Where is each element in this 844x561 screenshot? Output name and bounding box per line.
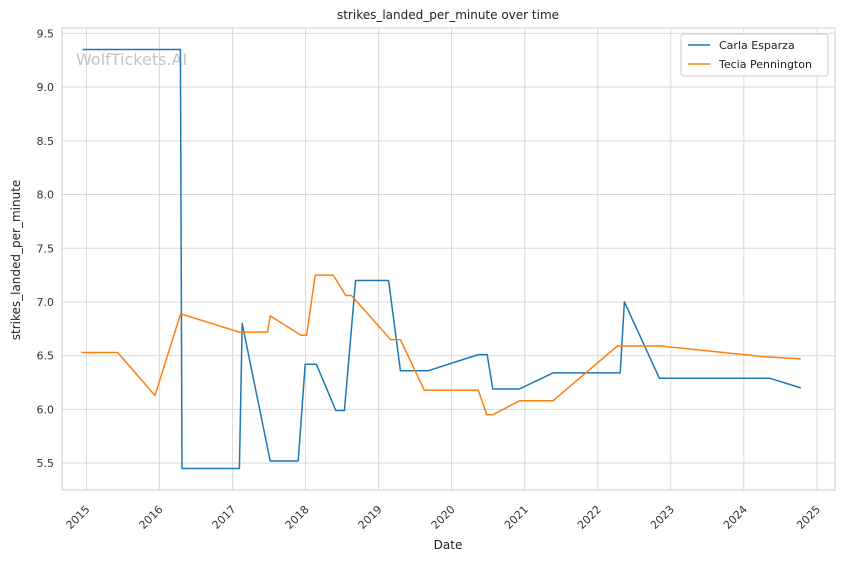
- legend-label: Carla Esparza: [719, 39, 795, 52]
- y-tick-label: 9.0: [37, 81, 55, 94]
- legend: Carla Esparza Tecia Pennington: [680, 33, 829, 77]
- legend-box: [680, 33, 829, 77]
- y-tick-label: 7.5: [37, 242, 55, 255]
- y-tick-label: 6.0: [37, 403, 55, 416]
- y-tick-label: 5.5: [37, 457, 55, 470]
- y-axis-ticks: 5.5 6.0 6.5 7.0 7.5 8.0 8.5 9.0 9.5: [37, 27, 55, 470]
- y-tick-label: 6.5: [37, 350, 55, 363]
- series-line-0: [82, 48, 802, 470]
- plot-frame: [61, 27, 836, 491]
- y-tick-label: 8.5: [37, 135, 55, 148]
- y-tick-label: 8.0: [37, 189, 55, 202]
- y-tick-label: 7.0: [37, 296, 55, 309]
- series-lines: [81, 48, 802, 470]
- y-axis-title: strikes_landed_per_minute: [9, 180, 23, 341]
- watermark: WolfTickets.AI: [76, 50, 187, 69]
- series-line-1: [81, 274, 801, 416]
- y-tick-label: 9.5: [37, 27, 55, 40]
- chart-title: strikes_landed_per_minute over time: [337, 8, 559, 22]
- grid: [62, 28, 835, 490]
- legend-label: Tecia Pennington: [718, 58, 812, 71]
- x-axis-title: Date: [434, 538, 463, 552]
